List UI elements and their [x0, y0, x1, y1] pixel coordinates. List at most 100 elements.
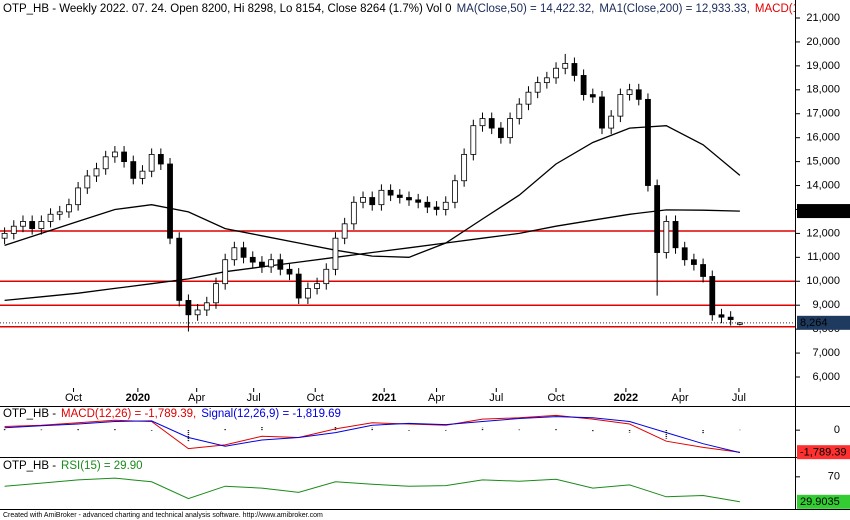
value-label: 12,933.3 — [800, 205, 843, 217]
candle-body — [111, 151, 118, 158]
title-part: MACD(12,26 — [755, 3, 821, 15]
value-box — [797, 204, 850, 219]
pane-title: OTP_HB - MACD(12,26) = -1,789.39, Signal(1… — [3, 408, 341, 420]
x-tick-label: Jul — [732, 392, 746, 404]
candle-body — [369, 197, 376, 206]
candle-body — [534, 82, 541, 93]
candle-body — [304, 288, 311, 299]
pane-title: OTP_HB - Weekly 2022. 07. 24. Open 8200,… — [3, 3, 821, 15]
candle-body — [20, 221, 26, 227]
candle-body — [736, 322, 743, 325]
x-tick-label: Jul — [489, 392, 503, 404]
y-tick-label: 9,000 — [812, 299, 840, 311]
candle-body — [452, 180, 458, 203]
candle-body — [672, 221, 679, 249]
candle-body — [240, 247, 247, 258]
candle-body — [148, 154, 155, 172]
y-tick-label: 21,000 — [806, 12, 840, 24]
y-tick-label: 18,000 — [806, 84, 840, 96]
candle-body — [635, 89, 642, 100]
indicator-line — [4, 414, 740, 453]
candle-body — [562, 63, 569, 69]
candle-body — [167, 163, 173, 239]
moving-average-line — [4, 209, 740, 302]
y-tick-label: 7,000 — [812, 347, 840, 359]
candle-body — [663, 221, 670, 253]
value-box — [797, 494, 850, 509]
candle-body — [38, 221, 45, 230]
title-part: MA1(Close,200) = 12,933.33, — [599, 3, 750, 15]
candle-body — [727, 316, 734, 320]
candle-body — [93, 168, 100, 177]
x-tick-label: 2020 — [126, 392, 150, 404]
pane-title: OTP_HB - RSI(15) = 29.90 — [3, 460, 143, 472]
candle-body — [433, 206, 440, 210]
x-tick-label: Apr — [188, 392, 205, 404]
x-tick-label: Oct — [307, 392, 324, 404]
candle-body — [617, 94, 624, 117]
value-box — [797, 445, 850, 460]
candle-body — [121, 151, 127, 163]
footer: Created with AmiBroker - advanced charti… — [3, 512, 323, 519]
candle-body — [213, 283, 219, 304]
candle-body — [700, 264, 706, 277]
candle-body — [654, 185, 661, 253]
title-part: Signal(12,26,9) = -1,819.69 — [201, 408, 341, 420]
candle-body — [599, 96, 605, 129]
candle-body — [56, 211, 63, 215]
candle-body — [194, 309, 201, 316]
candle-body — [259, 261, 265, 268]
y-tick-label: 0 — [834, 424, 840, 436]
candle-body — [268, 259, 275, 268]
candle-body — [497, 127, 504, 139]
y-tick-label: 11,000 — [807, 251, 840, 263]
y-tick-label: 70 — [828, 471, 840, 483]
candle-body — [507, 118, 513, 139]
candle-body — [580, 75, 587, 95]
candle-body — [84, 175, 91, 189]
candle-body — [396, 194, 403, 198]
candle-body — [176, 237, 183, 301]
candle-body — [29, 221, 36, 230]
value-label: 8,264 — [800, 317, 828, 329]
title-part: OTP_HB - — [3, 408, 56, 420]
candle-body — [461, 154, 468, 182]
x-tick-label: 2021 — [372, 392, 396, 404]
x-tick-label: Oct — [547, 392, 564, 404]
candle-body — [203, 302, 210, 311]
candle-body — [387, 189, 394, 196]
title-part: RSI(15) = 29.90 — [61, 460, 143, 472]
candle-body — [314, 283, 320, 289]
y-tick-label: 6,000 — [812, 371, 840, 383]
y-tick-label: 16,000 — [806, 132, 840, 144]
candle-body — [332, 237, 339, 270]
candle-body — [222, 259, 229, 285]
y-tick-label: 19,000 — [806, 60, 840, 72]
candle-body — [295, 273, 302, 299]
candle-body — [47, 213, 54, 222]
candle-body — [157, 154, 164, 165]
candle-body — [718, 314, 725, 318]
indicator-line — [4, 416, 741, 454]
y-tick-label: 20,000 — [806, 36, 840, 48]
candle-body — [626, 89, 633, 95]
title-part: MACD(12,26) = -1,789.39, — [61, 408, 196, 420]
x-tick-label: 2022 — [614, 392, 638, 404]
candle-body — [231, 247, 238, 261]
candle-body — [479, 118, 486, 127]
candle-body — [608, 115, 615, 129]
candle-body — [553, 67, 559, 79]
x-tick-label: Apr — [428, 392, 445, 404]
candle-body — [516, 103, 523, 119]
y-tick-label: 14,000 — [806, 179, 840, 191]
candle-body — [709, 276, 716, 316]
candle-body — [75, 187, 82, 206]
candle-body — [323, 268, 330, 285]
candle-body — [249, 256, 256, 263]
candle-body — [488, 118, 495, 129]
candle-body — [130, 161, 137, 179]
candle-body — [442, 201, 449, 210]
candle-body — [415, 199, 422, 203]
